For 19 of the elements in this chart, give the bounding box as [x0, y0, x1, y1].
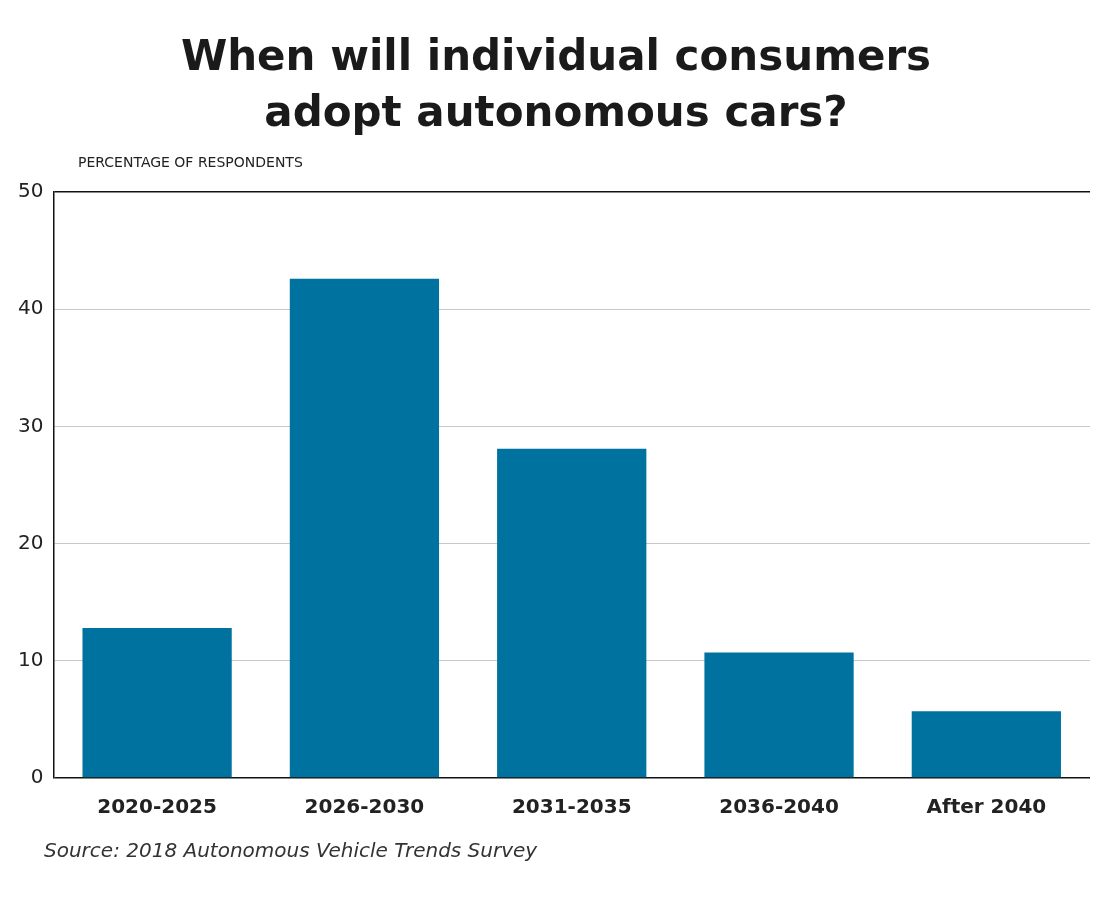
x-tick-label: 2036-2040 — [719, 794, 839, 819]
y-tick-label: 10 — [18, 647, 44, 671]
x-tick-label: 2020-2025 — [97, 794, 217, 819]
y-tick-label: 40 — [18, 295, 44, 320]
bar — [497, 448, 647, 778]
chart-title: When will individual consumers adopt autonomous cars? — [179, 30, 933, 138]
bar — [289, 278, 440, 778]
y-axis-title: PERCENTAGE OF RESPONDENTS — [78, 154, 304, 170]
y-tick-label: 20 — [18, 529, 44, 554]
y-tick-label: 0 — [30, 764, 44, 789]
bar — [911, 711, 1061, 778]
x-tick-label: 2031-2035 — [511, 794, 632, 819]
y-tick-label: 30 — [18, 412, 44, 437]
x-tick-label: After 2040 — [926, 794, 1047, 819]
bar — [82, 627, 232, 778]
x-tick-label: 2026-2030 — [304, 794, 425, 819]
bar — [704, 652, 854, 778]
y-tick-label: 50 — [18, 178, 44, 203]
source-note: Source: 2018 Autonomous Vehicle Trends Survey — [44, 838, 539, 862]
